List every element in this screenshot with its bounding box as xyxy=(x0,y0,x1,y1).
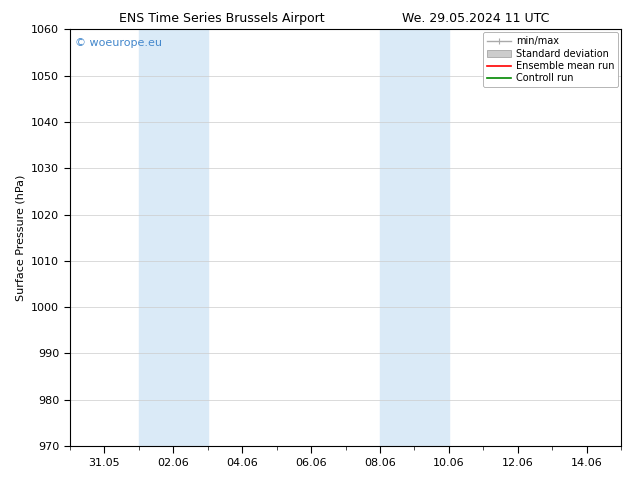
Bar xyxy=(380,29,449,446)
Text: ENS Time Series Brussels Airport: ENS Time Series Brussels Airport xyxy=(119,12,325,25)
Text: © woeurope.eu: © woeurope.eu xyxy=(75,38,162,48)
Text: We. 29.05.2024 11 UTC: We. 29.05.2024 11 UTC xyxy=(402,12,549,25)
Legend: min/max, Standard deviation, Ensemble mean run, Controll run: min/max, Standard deviation, Ensemble me… xyxy=(483,32,618,87)
Y-axis label: Surface Pressure (hPa): Surface Pressure (hPa) xyxy=(16,174,25,301)
Bar xyxy=(139,29,207,446)
